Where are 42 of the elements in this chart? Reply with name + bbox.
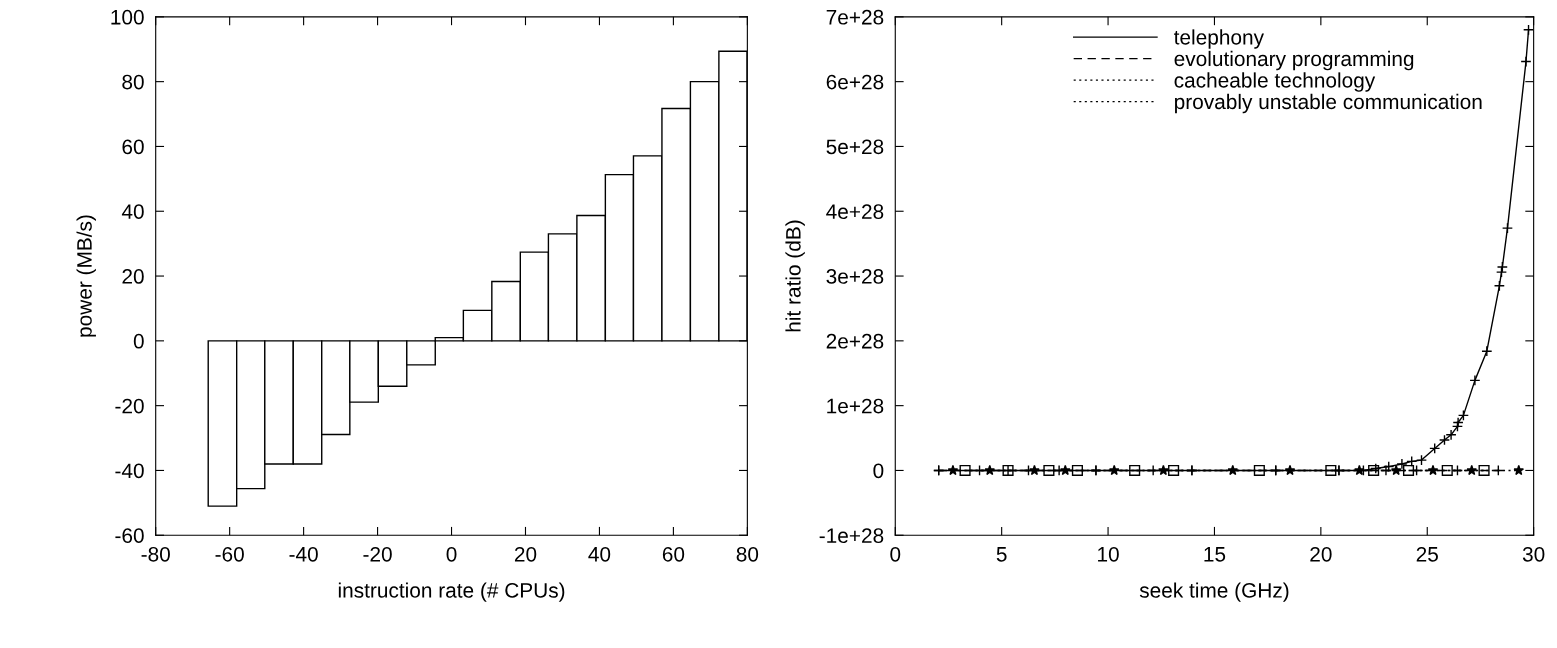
x-tick-label: 0 (890, 546, 901, 562)
x-tick-label: -40 (289, 546, 318, 562)
x-tick-label: 80 (736, 546, 759, 562)
x-tick-label: 5 (996, 547, 1007, 562)
legend-label: telephony (1173, 29, 1264, 49)
x-axis-title: seek time (GHz) (1139, 582, 1289, 602)
x-tick-label: 30 (1522, 546, 1545, 562)
y-axis-title: hit ratio (dB) (785, 220, 805, 332)
x-tick-label: -20 (363, 546, 392, 562)
y-tick-label: 7e+28 (826, 9, 884, 25)
x-tick-label: 25 (1416, 546, 1438, 562)
x-tick-label: 20 (514, 546, 537, 562)
y-tick-label: 40 (121, 204, 144, 219)
x-tick-label: -80 (141, 546, 170, 562)
legend-label: provably unstable communication (1175, 93, 1482, 114)
x-tick-label: 20 (1310, 546, 1332, 562)
legend-label: cacheable technology (1174, 72, 1376, 92)
y-tick-label: 20 (122, 269, 144, 284)
y-tick-label: 1e+28 (827, 398, 884, 414)
y-tick-label: 2e+28 (826, 333, 884, 349)
y-tick-label: -40 (115, 463, 144, 479)
x-tick-label: 60 (662, 546, 685, 562)
y-tick-label: 60 (122, 139, 144, 155)
x-tick-label: -60 (215, 546, 244, 562)
y-axis-title: power (MB/s) (76, 215, 96, 337)
y-tick-label: 0 (873, 463, 884, 479)
x-tick-label: 10 (1098, 546, 1119, 562)
y-tick-label: 3e+28 (826, 269, 884, 284)
x-tick-label: 15 (1204, 547, 1226, 562)
y-tick-label: 4e+28 (826, 204, 884, 219)
y-tick-label: -20 (115, 398, 144, 414)
y-tick-label: -1e+28 (819, 528, 884, 543)
y-tick-label: 100 (111, 9, 144, 25)
y-tick-label: 6e+28 (826, 74, 884, 90)
y-tick-label: 5e+28 (826, 139, 884, 155)
y-tick-label: -60 (115, 528, 144, 543)
x-axis-title: instruction rate (# CPUs) (338, 582, 565, 602)
x-tick-label: 40 (588, 546, 611, 562)
x-tick-label: 0 (446, 546, 457, 562)
legend-label: evolutionary programming (1174, 50, 1414, 71)
y-tick-label: 0 (133, 333, 144, 349)
y-tick-label: 80 (122, 74, 144, 90)
